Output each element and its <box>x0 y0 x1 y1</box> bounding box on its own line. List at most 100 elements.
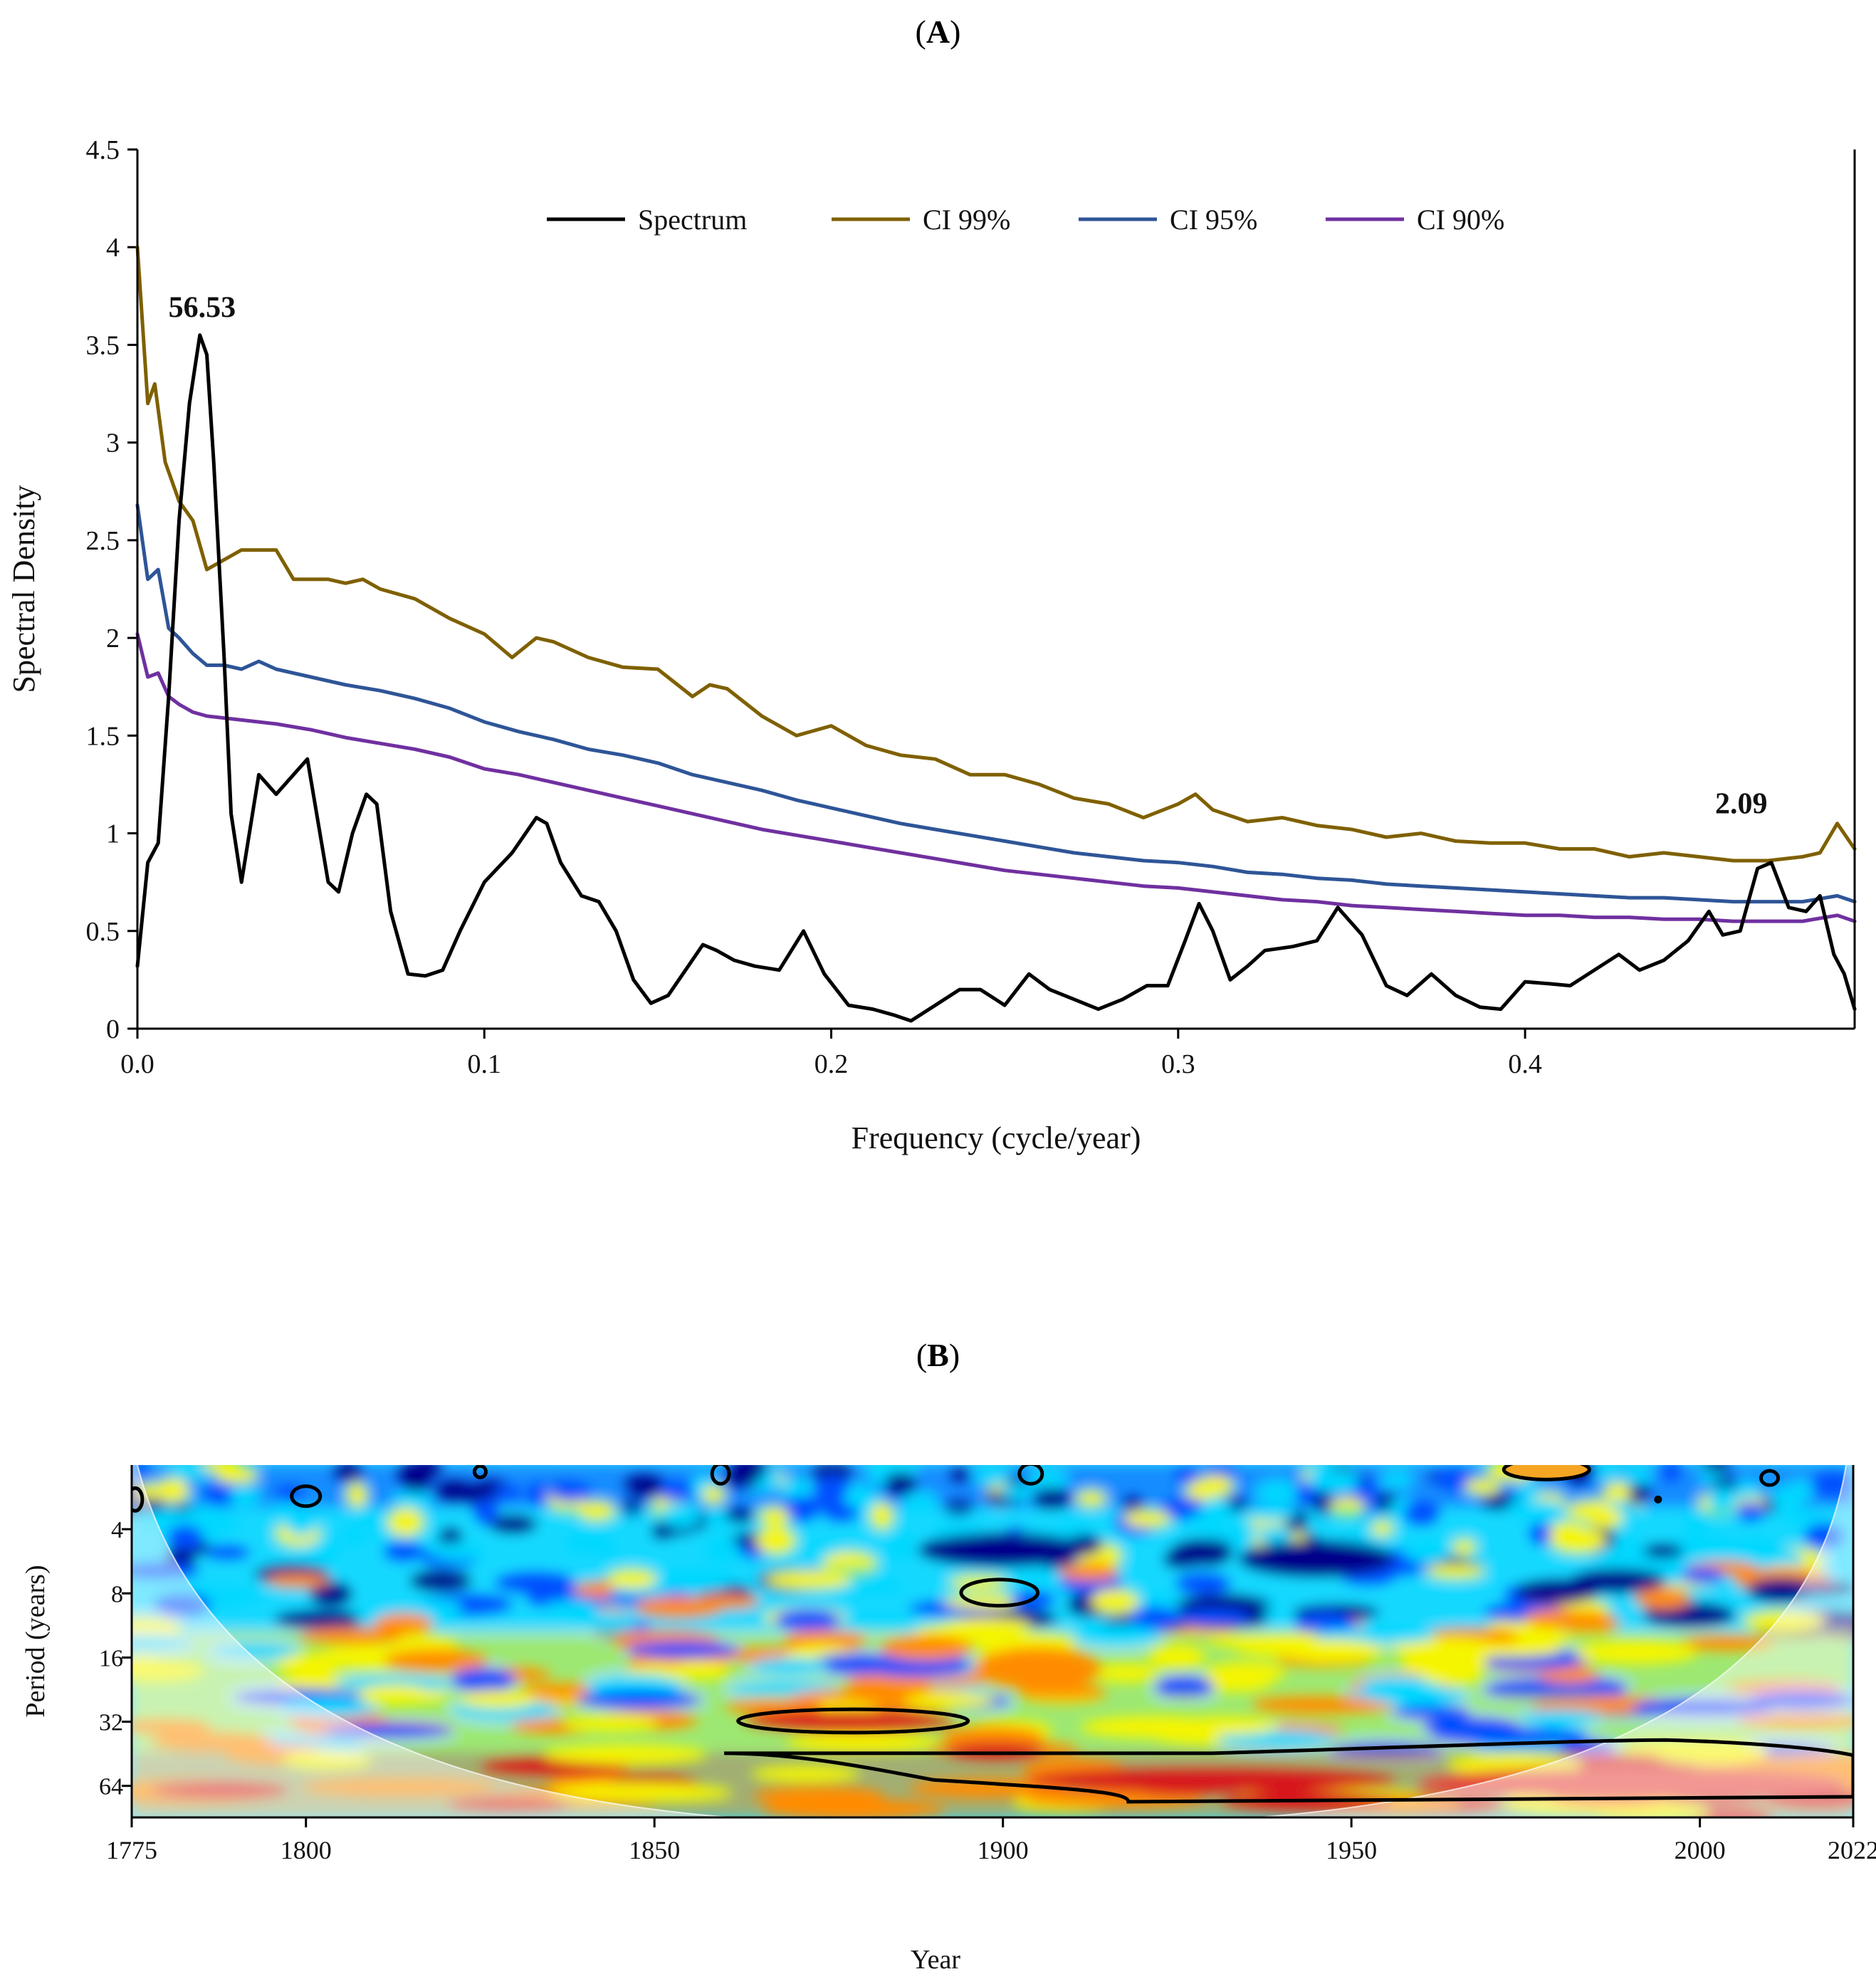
heatmap-cell <box>430 1542 487 1560</box>
heatmap-cell <box>743 1710 957 1733</box>
heatmap-cell <box>1633 1697 1778 1717</box>
heatmap-cell <box>917 1533 1089 1568</box>
heatmap-cell <box>170 1465 208 1481</box>
b-x-tick-label: 1800 <box>281 1836 332 1864</box>
b-x-tick-label: 1900 <box>978 1836 1029 1864</box>
heatmap-cell <box>1129 1606 1179 1632</box>
heatmap-cell <box>458 1690 538 1709</box>
heatmap-cell <box>816 1475 849 1499</box>
heatmap-cell <box>785 1733 938 1753</box>
heatmap-cell <box>661 1503 701 1528</box>
heatmap-cell <box>1574 1639 1699 1664</box>
heatmap-cell <box>1734 1481 1759 1499</box>
significance-contour <box>736 1707 970 1735</box>
heatmap-cell <box>1076 1490 1107 1507</box>
heatmap-cell <box>1258 1526 1293 1545</box>
heatmap-cell <box>1620 1467 1651 1486</box>
y-tick-label: 1 <box>106 819 120 849</box>
x-tick-label: 0.1 <box>468 1049 502 1079</box>
panel-a-label-close: ) <box>950 14 961 50</box>
heatmap-cell <box>628 1479 665 1498</box>
heatmap-cell <box>1027 1767 1398 1793</box>
x-tick-label: 0.4 <box>1508 1049 1542 1079</box>
heatmap-cell <box>903 1692 996 1708</box>
heatmap-cell <box>1382 1471 1412 1489</box>
heatmap-cell <box>838 1615 922 1635</box>
heatmap-cell <box>1452 1538 1477 1555</box>
significance-contour <box>132 1486 145 1513</box>
heatmap-cell <box>543 1600 599 1618</box>
heatmap-cell <box>765 1570 851 1590</box>
legend-label-ci-90-: CI 90% <box>1417 204 1504 236</box>
heatmap-cell <box>1702 1465 1732 1473</box>
series-line-ci-90- <box>135 632 1857 923</box>
x-tick-label: 0.2 <box>814 1049 849 1079</box>
heatmap-cell <box>1539 1667 1601 1684</box>
heatmap-cell <box>1175 1573 1232 1595</box>
heatmap-cell <box>625 1641 741 1659</box>
heatmap-cell <box>1176 1538 1232 1555</box>
heatmap-cell <box>1432 1727 1587 1746</box>
heatmap-cell <box>1148 1644 1206 1669</box>
heatmap-cell <box>809 1652 903 1676</box>
x-tick-label: 0.3 <box>1161 1049 1195 1079</box>
heatmap-cell <box>973 1647 1102 1690</box>
b-x-axis-title: Year <box>911 1945 960 1975</box>
heatmap-cell <box>577 1501 616 1521</box>
heatmap-cell <box>280 1699 378 1718</box>
heatmap-cell <box>151 1780 290 1800</box>
heatmap-cell <box>153 1592 211 1617</box>
heatmap-cell <box>810 1465 854 1481</box>
heatmap-cell <box>229 1486 260 1507</box>
panel-b-label: (B) <box>0 1336 1876 1374</box>
significance-contour <box>290 1484 323 1508</box>
heatmap-cell <box>1707 1486 1738 1511</box>
legend-label-ci-99-: CI 99% <box>923 204 1010 236</box>
heatmap-cell <box>606 1568 657 1589</box>
heatmap-cell <box>1281 1639 1383 1663</box>
heatmap-cell <box>346 1482 367 1508</box>
heatmap-cell <box>1735 1713 1853 1729</box>
heatmap-cell <box>774 1609 841 1632</box>
b-y-tick-label: 32 <box>99 1710 123 1736</box>
heatmap-cell <box>1812 1471 1853 1497</box>
heatmap-cell <box>1072 1625 1162 1648</box>
series-line-ci-95- <box>135 503 1857 904</box>
heatmap-cell <box>1154 1675 1215 1699</box>
heatmap-cell <box>659 1481 693 1502</box>
heatmap-cell <box>273 1610 368 1629</box>
heatmap-cell <box>1529 1522 1554 1545</box>
heatmap-cell <box>884 1472 917 1496</box>
heatmap-cell <box>759 1507 790 1527</box>
b-x-tick-label: 1775 <box>106 1836 157 1864</box>
heatmap-cell <box>450 1668 516 1693</box>
panel-a-label: (A) <box>0 13 1876 51</box>
heatmap-cell <box>201 1465 242 1473</box>
significance-contour <box>1759 1469 1781 1487</box>
heatmap-cell <box>1371 1521 1394 1536</box>
heatmap-cell <box>1506 1500 1544 1517</box>
heatmap-cell <box>1403 1501 1440 1526</box>
heatmap-cell <box>309 1581 353 1607</box>
legend-label-spectrum: Spectrum <box>638 204 747 236</box>
heatmap-cell <box>909 1778 1071 1798</box>
significance-contour <box>1017 1465 1044 1486</box>
b-y-tick-label: 16 <box>99 1645 123 1671</box>
heatmap-cell <box>446 1795 572 1812</box>
significance-contour <box>959 1578 1040 1608</box>
heatmap-cell <box>1059 1563 1120 1581</box>
heatmap-cell <box>409 1570 472 1592</box>
heatmap-cell <box>488 1515 538 1534</box>
wavelet-power-spectrum: 4 8 16 32 64 1775 1800 1850 1900 1950 2000 2022 Yea… <box>21 1465 1876 1975</box>
heatmap-cell <box>702 1486 725 1504</box>
heatmap-cell <box>748 1657 830 1676</box>
heatmap-cell <box>761 1799 945 1817</box>
heatmap-cell <box>209 1642 299 1659</box>
heatmap-cell <box>132 1634 193 1651</box>
heatmap-cell <box>1746 1577 1818 1603</box>
heatmap-cell <box>884 1544 917 1560</box>
heatmap-cell <box>1244 1506 1299 1521</box>
significance-contour <box>1654 1495 1662 1503</box>
heatmap-cell <box>341 1525 365 1548</box>
x-axis-title: Frequency (cycle/year) <box>851 1120 1141 1155</box>
